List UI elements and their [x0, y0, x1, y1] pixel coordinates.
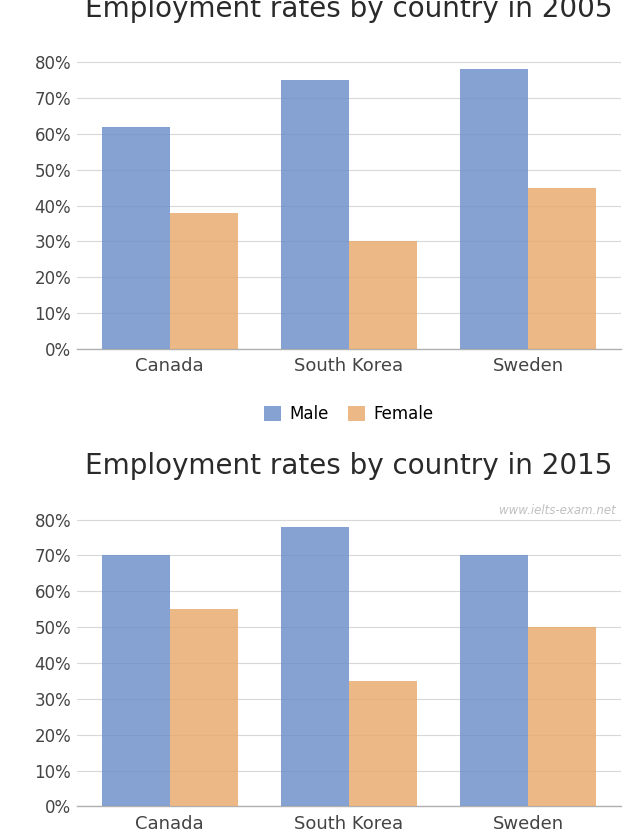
Bar	[460, 70, 528, 349]
Text: www.ielts-exam.net: www.ielts-exam.net	[499, 504, 615, 517]
Bar	[528, 627, 596, 806]
Bar	[170, 213, 237, 349]
Bar	[349, 241, 417, 349]
Bar	[170, 609, 237, 806]
Title: Employment rates by country in 2005: Employment rates by country in 2005	[85, 0, 612, 23]
Bar	[281, 527, 349, 806]
Bar	[102, 555, 170, 806]
Bar	[528, 187, 596, 349]
Bar	[102, 127, 170, 349]
Title: Employment rates by country in 2015: Employment rates by country in 2015	[85, 452, 612, 480]
Bar	[349, 681, 417, 806]
Legend: Male, Female: Male, Female	[257, 398, 440, 430]
Bar	[281, 80, 349, 349]
Bar	[460, 555, 528, 806]
